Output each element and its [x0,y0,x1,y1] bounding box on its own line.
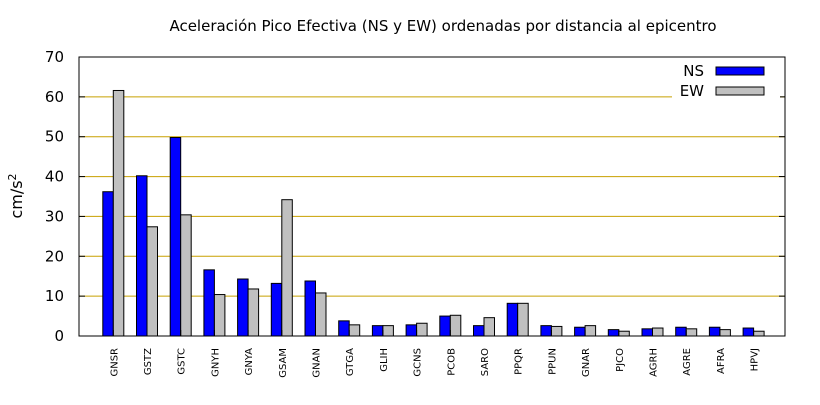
y-tick-label: 40 [45,168,64,186]
bar-ns-gtga [338,320,350,337]
bar-ns-agrh [641,328,653,337]
legend-swatch-ew [715,86,765,96]
bar-ns-gsam [270,282,283,337]
y-tick-label: 60 [45,88,64,106]
x-tick-label: GNAR [581,348,592,377]
y-tick-label: 50 [45,128,64,146]
x-tick-label: GTGA [345,348,356,376]
bars [102,89,765,337]
bar-ns-pcob [439,315,451,337]
x-tick-label: GNYH [210,348,221,377]
plot-frame [78,56,786,337]
bar-ew-gtga [348,324,361,337]
x-tick-label: PPQR [514,348,525,375]
y-axis-label-base: cm/s [7,180,26,218]
y-tick-label: 70 [45,48,64,66]
bar-ew-gstc [180,214,192,337]
x-tick-label: GNAN [312,348,323,378]
bar-ew-gnsr [112,89,125,337]
bar-ns-saro [473,325,485,337]
bar-ew-saro [483,317,495,337]
bar-ew-gnya [247,288,260,337]
y-tick-labels: 0 10 20 30 40 50 60 70 [45,48,785,345]
bar-ew-agrh [652,327,664,337]
bar-ew-gnyh [213,294,226,337]
x-tick-label: GNYA [244,348,255,376]
bar-ns-gstz [136,175,148,337]
y-tick-label: 20 [45,247,64,265]
bar-ns-gnar [574,326,586,337]
bar-ew-glih [382,325,394,337]
x-tick-label: PCOB [446,348,457,376]
bar-ns-gnsr [102,191,114,337]
bar-ns-ppun [540,325,552,337]
bar-ew-gstz [146,226,158,337]
bar-ew-pcob [449,314,462,337]
chart-title: Aceleración Pico Efectiva (NS y EW) orde… [169,17,716,35]
bar-ew-gnan [315,292,327,337]
x-tick-label: GSTC [177,348,188,375]
bar-ns-gstc [169,137,182,337]
bar-ew-agre [685,328,698,337]
bar-ns-gnan [304,280,316,337]
x-tick-label: AGRH [649,348,660,377]
y-tick-label: 0 [54,327,64,345]
y-axis-label-exponent: 2 [6,173,19,180]
bar-ew-ppun [550,325,563,337]
bar-ew-gsam [281,199,293,337]
bar-ns-gcns [405,324,418,337]
y-tick-label: 10 [45,287,64,305]
x-tick-label: GSAM [278,348,289,378]
bar-ns-glih [371,325,384,337]
bar-ns-hpvj [742,327,755,337]
x-tick-label: GLIH [379,348,390,372]
legend-label-ns: NS [683,62,704,80]
x-tick-label: PPUN [547,348,558,375]
bar-ns-pjco [607,329,620,337]
x-tick-label: GNSR [109,348,120,377]
bar-ew-gnar [584,325,597,337]
legend: NS EW [672,62,780,102]
legend-label-ew: EW [680,82,704,100]
x-tick-label: AGRE [682,348,693,376]
legend-swatch-ns [715,66,765,76]
bar-ew-afra [719,329,731,337]
bar-ns-afra [708,326,721,337]
x-tick-label: HPVJ [750,348,761,371]
x-tick-labels: GNSR GSTZ GSTC GNYH GNYA GSAM GNAN GTGA GLIH GCNS… [109,330,761,378]
bar-ew-gcns [416,322,428,337]
y-axis-label: cm/s2 [6,173,27,218]
bar-ns-gnya [237,278,249,337]
bar-ew-pjco [618,330,630,337]
y-tick-label: 30 [45,207,64,225]
bar-ns-ppqr [506,302,519,337]
bar-ns-gnyh [203,269,215,337]
bar-ew-hpvj [753,330,765,337]
x-tick-label: GSTZ [143,348,154,375]
bar-ew-ppqr [517,302,529,337]
x-tick-label: PJCO [615,348,626,372]
x-tick-label: SARO [480,348,491,376]
x-tick-label: GCNS [413,348,424,377]
grid-lines [79,96,785,297]
x-tick-label: AFRA [716,348,727,374]
bar-ns-agre [675,326,687,337]
